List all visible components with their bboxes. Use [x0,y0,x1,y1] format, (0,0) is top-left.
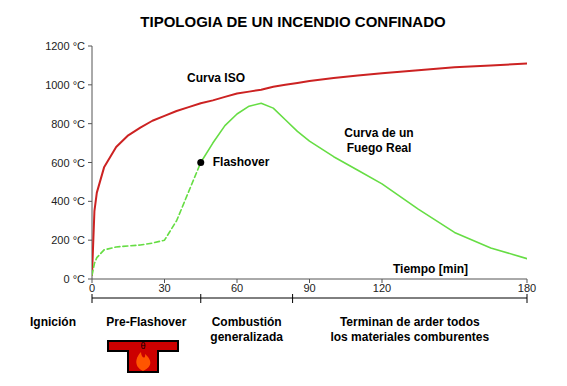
y-tick-label: 0 °C [63,273,85,285]
annotation-marker [197,159,204,166]
phase-label: Terminan de arder todos [340,315,480,329]
phase-label: los materiales comburentes [330,330,489,344]
y-tick-label: 800 °C [51,118,85,130]
y-tick [88,240,92,241]
series-line [92,163,201,276]
y-tick [88,46,92,47]
chart-wrap: TIPOLOGIA DE UN INCENDIO CONFINADO 0 °C 20… [0,0,567,386]
x-tick-label: 120 [373,282,391,294]
series-line [201,103,527,258]
phase-tick [92,294,93,303]
y-tick [88,123,92,124]
phase-label: generalizada [210,330,283,344]
y-tick [88,84,92,85]
x-tick-label: 180 [518,282,536,294]
y-tick-label: 400 °C [51,195,85,207]
phase-tick [527,294,528,303]
phase-label: Pre-Flashover [106,315,186,329]
title: TIPOLOGIA DE UN INCENDIO CONFINADO [140,13,446,30]
icon-symbol: θ [140,341,145,351]
room-shape [108,341,178,372]
x-tick-label: 90 [303,282,315,294]
phase-axis [92,298,527,299]
fire-icon: θ [108,341,178,372]
series-line [92,63,527,275]
phase-tick [292,294,293,303]
phase-tick [200,294,201,303]
y-tick-label: 200 °C [51,234,85,246]
series-label: Curva de un Fuego Real [333,126,425,156]
chart-svg: TIPOLOGIA DE UN INCENDIO CONFINADO 0 °C 20… [0,0,567,386]
flame [136,352,150,371]
y-tick [88,279,92,280]
series-label: Curva ISO [187,71,245,86]
annotation-label: Flashover [213,155,270,170]
phase-label: Combustión [212,315,282,329]
x-tick-label: 60 [231,282,243,294]
plot-lines [92,63,527,275]
x-tick-label: 0 [89,282,95,294]
ignition-label: Ignición [30,315,76,329]
y-tick-label: 1000 °C [45,79,85,91]
y-tick-label: 1200 °C [45,40,85,52]
y-tick-label: 600 °C [51,157,85,169]
x-tick-label: 30 [158,282,170,294]
x-axis-label: Tiempo [min] [393,262,468,277]
y-tick [88,201,92,202]
y-tick [88,162,92,163]
